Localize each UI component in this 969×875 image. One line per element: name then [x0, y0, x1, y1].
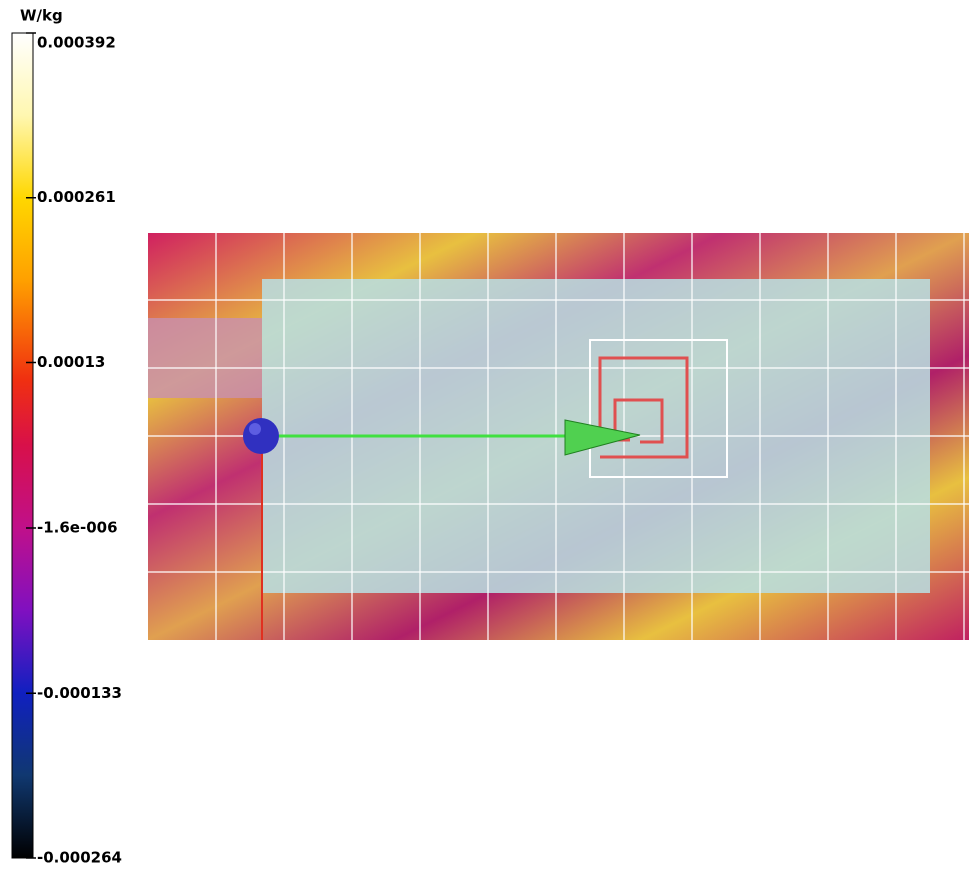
colorbar-tick-label: -0.000264: [37, 849, 122, 867]
colorbar-tick-label: -1.6e-006: [37, 519, 118, 537]
colorbar-ticks: 0.000392 0.000261 0.00013 -1.6e-006 -0.00013…: [26, 32, 122, 867]
colorbar-tick-label: 0.000261: [37, 188, 116, 206]
scene: [148, 233, 969, 640]
colorbar-tick-label: -0.000133: [37, 684, 122, 702]
colorbar-tick-label: 0.00013: [37, 353, 105, 371]
colorbar: [11, 32, 34, 859]
colorbar-unit: W/kg: [20, 7, 63, 25]
colorbar-tick-label: 0.000392: [37, 34, 116, 52]
